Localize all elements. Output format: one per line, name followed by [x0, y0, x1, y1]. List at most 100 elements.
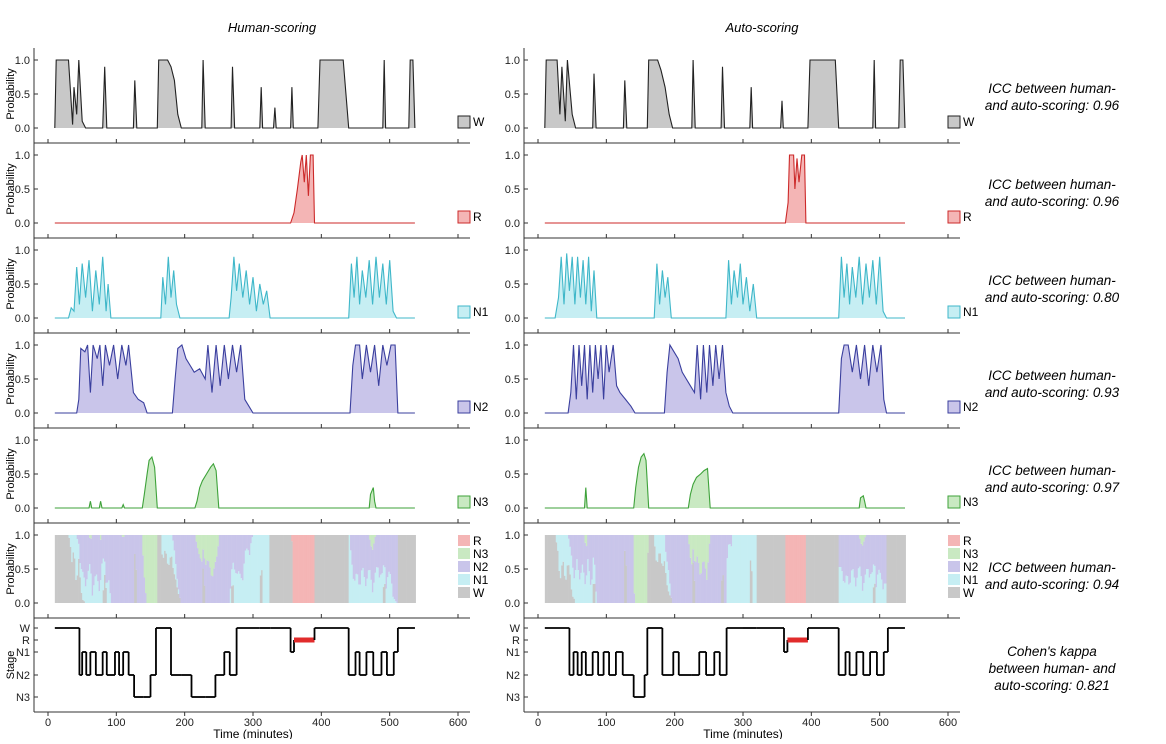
stacked-segment-n1: [356, 574, 359, 603]
icc-annotation-n1: ICC between human- and auto-scoring: 0.8…: [952, 272, 1152, 306]
y-tick-label: 1.0: [15, 530, 30, 542]
stacked-segment-w: [401, 535, 404, 603]
stacked-segment-n1: [743, 535, 745, 603]
stacked-segment-w: [404, 535, 407, 603]
stacked-segment-r: [302, 535, 304, 603]
stacked-segment-n1: [86, 579, 88, 603]
stacked-segment-w: [553, 535, 555, 603]
stacked-segment-n2: [876, 535, 879, 575]
stacked-segment-n2: [695, 562, 697, 603]
stacked-segment-n2: [703, 561, 706, 603]
stacked-segment-w: [559, 578, 562, 603]
stacked-segment-n2: [723, 535, 726, 603]
stacked-segment-n1: [391, 583, 393, 603]
stacked-segment-n1: [68, 535, 71, 538]
stacked-segment-w: [281, 535, 284, 603]
stacked-segment-n3: [696, 535, 699, 557]
icc-line1: ICC between human-: [988, 273, 1116, 288]
stacked-segment-n2: [572, 535, 574, 568]
stacked-segment-w: [332, 535, 334, 603]
stacked-segment-n1: [565, 535, 567, 580]
stacked-segment-n2: [872, 535, 875, 565]
stacked-legend-swatch: [458, 561, 470, 572]
stacked-segment-n2: [568, 535, 570, 539]
stacked-segment-n3: [640, 535, 643, 603]
stacked-segment-n2: [604, 535, 607, 603]
stacked-segment-n2: [192, 535, 195, 603]
stacked-segment-n2: [212, 576, 214, 603]
stacked-segment-n3: [639, 535, 641, 603]
stacked-segment-r: [789, 535, 792, 603]
stacked-segment-n1: [254, 535, 257, 603]
stacked-segment-n1: [257, 535, 259, 603]
stacked-segment-r: [794, 535, 797, 603]
stacked-segment-n3: [863, 535, 865, 542]
stacked-segment-n2: [187, 535, 190, 603]
stacked-segment-n2: [699, 574, 701, 603]
stacked-segment-n1: [656, 535, 659, 562]
stacked-segment-n2: [686, 535, 689, 603]
stacked-segment-n1: [82, 571, 84, 600]
stacked-segment-n2: [80, 535, 83, 570]
stacked-segment-n1: [587, 559, 589, 603]
stacked-segment-n3: [155, 535, 158, 603]
stacked-segment-n2: [350, 535, 352, 551]
y-tick-label: 0.5: [15, 564, 30, 576]
series-area-n1: [54, 256, 415, 318]
stacked-segment-n2: [389, 535, 392, 575]
y-tick-label: 1.0: [15, 340, 30, 352]
stacked-segment-n1: [83, 577, 86, 602]
stacked-segment-w: [340, 535, 343, 603]
stacked-segment-r: [790, 535, 793, 603]
icc-line1: ICC between human-: [988, 177, 1116, 192]
stacked-segment-n2: [669, 535, 671, 584]
stacked-segment-n2: [719, 535, 722, 603]
stacked-segment-n1: [583, 572, 585, 603]
series-line-n1: [544, 253, 905, 319]
stacked-segment-n1: [753, 535, 756, 603]
stacked-segment-n3: [585, 535, 588, 547]
y-tick-label: 1.0: [505, 150, 520, 162]
stacked-segment-n2: [251, 535, 254, 538]
series-area-r: [544, 155, 905, 223]
stacked-segment-w: [75, 580, 77, 603]
stacked-segment-n1: [855, 586, 857, 603]
stacked-segment-n1: [105, 582, 108, 588]
stacked-legend-swatch: [948, 561, 960, 572]
stacked-segment-n2: [82, 535, 84, 572]
stacked-segment-n2: [606, 535, 608, 603]
stacked-segment-r: [292, 535, 295, 603]
stacked-segment-w: [807, 535, 809, 603]
stacked-segment-n2: [121, 536, 124, 603]
stacked-legend-swatch: [948, 587, 960, 598]
stacked-segment-n1: [246, 548, 248, 603]
stacked-segment-n2: [573, 535, 576, 579]
stacked-segment-n2: [97, 535, 99, 582]
stacked-segment-n1: [360, 570, 363, 603]
stacked-segment-n1: [389, 574, 392, 603]
legend-swatch: [457, 495, 471, 509]
stacked-segment-n1: [265, 535, 267, 603]
stacked-segment-n1: [233, 569, 236, 603]
stacked-segment-n2: [677, 535, 680, 603]
stacked-segment-n2: [205, 564, 207, 603]
stacked-segment-r: [786, 535, 789, 603]
stacked-segment-n1: [98, 591, 101, 603]
stacked-segment-w: [135, 569, 138, 603]
stacked-legend-label: N1: [473, 573, 489, 587]
stacked-segment-n2: [123, 536, 125, 603]
stacked-segment-r: [307, 535, 310, 603]
series-line-n3: [544, 452, 905, 509]
stacked-segment-n3: [706, 535, 708, 580]
stacked-segment-n1: [576, 559, 578, 603]
stacked-segment-w: [104, 574, 106, 603]
x-tick-label: 0: [535, 717, 541, 729]
stacked-segment-n2: [373, 543, 375, 583]
stacked-segment-n2: [214, 561, 217, 603]
stacked-segment-n1: [84, 586, 87, 603]
stacked-segment-n2: [857, 535, 860, 569]
stacked-segment-n3: [202, 535, 205, 550]
stacked-segment-n2: [195, 541, 198, 603]
stacked-segment-w: [756, 535, 759, 603]
stacked-segment-w: [382, 587, 385, 603]
